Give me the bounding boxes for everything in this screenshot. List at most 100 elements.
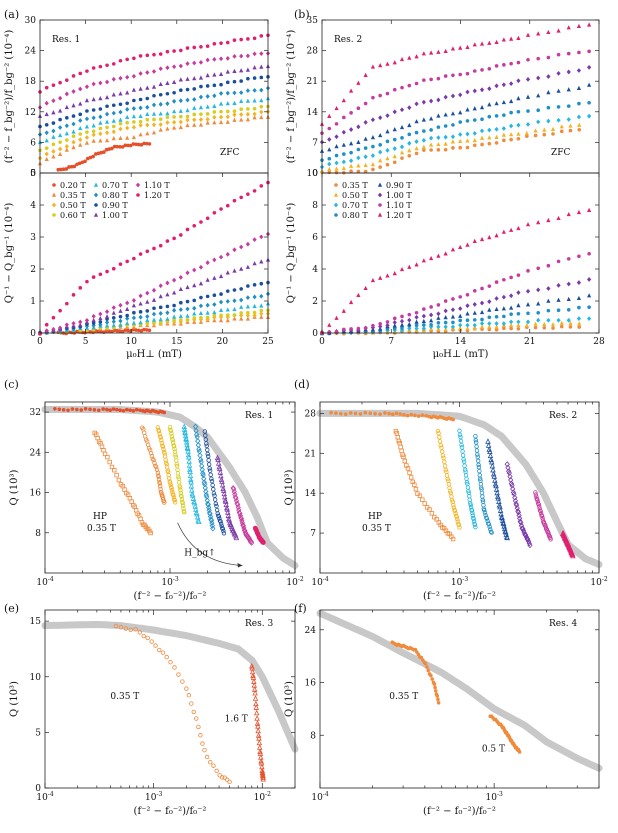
point [185,46,190,50]
point [225,109,230,114]
legend-label: 1.20 T [144,191,170,200]
point [91,313,96,319]
point [487,127,492,133]
point [414,326,419,331]
point [58,308,62,313]
point [516,122,521,128]
point [219,109,223,114]
point [443,112,448,117]
point [414,146,419,151]
point [111,266,116,271]
point [525,94,531,99]
series-b_top-6 [320,49,591,135]
point [546,263,551,268]
point [255,727,261,734]
point [51,121,56,125]
point [198,122,204,127]
series-a_top-9 [38,33,270,94]
point [422,129,426,133]
point [128,329,133,333]
point [44,146,49,150]
point [125,74,130,80]
point [71,89,76,94]
point [421,313,426,319]
legend-entry: 0.70 T [93,181,128,190]
point [232,109,237,113]
point [409,412,414,417]
point [157,647,162,653]
point [356,326,361,331]
panel-label: (a) [4,8,19,21]
point [465,311,470,316]
point [118,408,122,413]
point [487,102,492,107]
point [145,635,150,641]
point [188,476,194,483]
point [440,453,446,458]
point [153,463,158,469]
point [437,439,443,444]
point [536,119,541,125]
point [566,211,571,217]
point [218,71,224,76]
point [172,290,177,295]
point [239,90,244,95]
point [443,74,448,78]
point [158,52,163,56]
point [69,164,74,169]
point [185,227,190,232]
point [435,694,440,698]
point [476,462,481,468]
series-a_bot-8 [37,231,271,337]
point [433,689,438,693]
point [58,117,62,122]
point [485,438,491,444]
point [536,266,540,271]
point [71,145,76,150]
point [416,414,421,418]
point [221,531,227,536]
legend-entry: 1.00 T [377,191,412,200]
arrow-line [177,522,243,566]
point [128,627,133,632]
point [479,324,485,329]
series-d-3 [457,428,478,530]
point [185,306,190,312]
point [197,456,204,463]
point [349,327,353,331]
point [436,141,441,147]
y-axis-label: Q (10³) [284,681,295,717]
point [202,481,208,488]
legend-marker [93,192,99,198]
point [131,142,136,146]
point [509,123,514,129]
point [259,87,264,93]
point [51,315,56,320]
point [392,323,397,328]
point [178,319,183,325]
point [85,69,89,73]
point [75,329,79,334]
x-tick-label: 25 [262,337,274,347]
point [450,324,456,330]
point [206,458,211,463]
hp-field-label: 0.35 T [362,524,391,534]
y-tick-label: 3 [30,233,36,243]
point [501,37,506,42]
point [550,126,556,131]
point [147,328,152,333]
point [71,293,76,297]
point [414,262,419,267]
point [536,75,541,81]
point [235,504,241,511]
point [465,145,470,150]
point [501,229,506,234]
point [203,488,209,495]
point [212,72,217,77]
point [556,308,561,313]
point [546,317,551,323]
x-axis-label: μ₀H⊥ (mT) [126,349,182,360]
point [378,165,382,169]
point [458,45,463,50]
